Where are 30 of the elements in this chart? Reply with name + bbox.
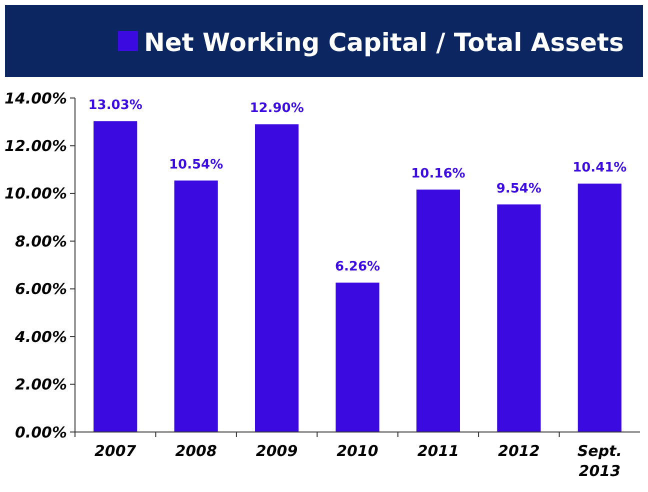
x-tick-label: 2009: [256, 442, 298, 460]
x-tick-label: 2008: [175, 442, 217, 460]
text: 9.54%: [496, 181, 542, 196]
x-tick-label: Sept. 2013: [577, 442, 622, 480]
bar: [336, 282, 380, 432]
y-tick-label: 6.00%: [14, 280, 67, 298]
x-tick-label: 2011: [417, 442, 460, 460]
y-tick-label: 0.00%: [14, 423, 67, 442]
y-tick-label: 14.00%: [4, 89, 67, 108]
y-tick-label: 2.00%: [14, 376, 67, 394]
text: 10.41%: [572, 160, 627, 176]
y-tick-label: 8.00%: [14, 232, 67, 250]
x-tick-label: 2010: [336, 442, 378, 460]
bar: [497, 204, 541, 432]
bar: [578, 184, 622, 432]
bar: [416, 190, 460, 432]
y-tick-label: 4.00%: [14, 328, 67, 346]
text: 10.16%: [411, 166, 466, 182]
text: 13.03%: [88, 98, 142, 114]
x-tick-label: 2007: [94, 442, 137, 460]
text: 10.54%: [168, 158, 224, 173]
x-tick-label: 2012: [498, 442, 540, 460]
bar: [174, 180, 218, 432]
y-tick-label: 10.00%: [4, 184, 67, 203]
text: 12.90%: [250, 101, 304, 116]
text: 6.26%: [334, 260, 380, 275]
y-tick-label: 12.00%: [4, 136, 67, 155]
bar: [94, 121, 138, 432]
legend-label: Net Working Capital / Total Assets: [144, 28, 624, 57]
bar: [254, 124, 299, 432]
